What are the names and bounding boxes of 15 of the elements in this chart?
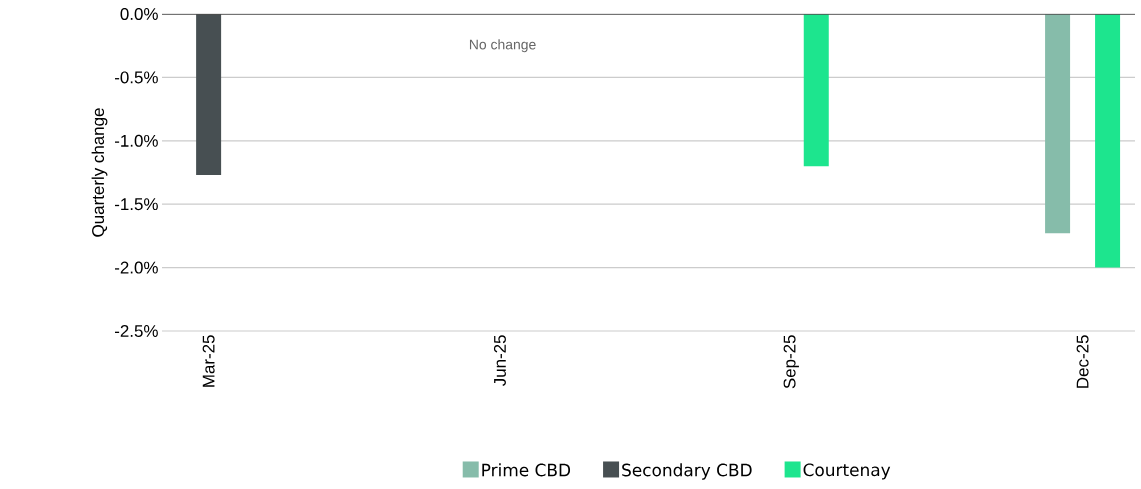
x-tick-label: Dec-25	[1076, 335, 1089, 388]
legend-label: Secondary CBD	[622, 463, 752, 480]
x-tick-label: Mar-25	[202, 335, 215, 387]
x-tick-label: Sep-25	[783, 335, 799, 389]
y-tick-label: -2.0%	[114, 261, 158, 274]
legend-label: Prime CBD	[482, 463, 571, 477]
y-tick-label: -2.5%	[114, 325, 158, 337]
y-tick-label: -1.0%	[114, 134, 158, 147]
y-tick-label: -0.5%	[114, 71, 158, 84]
x-tick-label: Jun-25	[493, 335, 506, 387]
legend-label: Courtenay	[803, 463, 891, 480]
y-tick-label: -1.5%	[114, 198, 158, 211]
annotation: No change	[469, 39, 536, 53]
y-axis-title: Quarterly change	[91, 108, 108, 237]
y-tick-label: 0.0%	[120, 8, 158, 20]
